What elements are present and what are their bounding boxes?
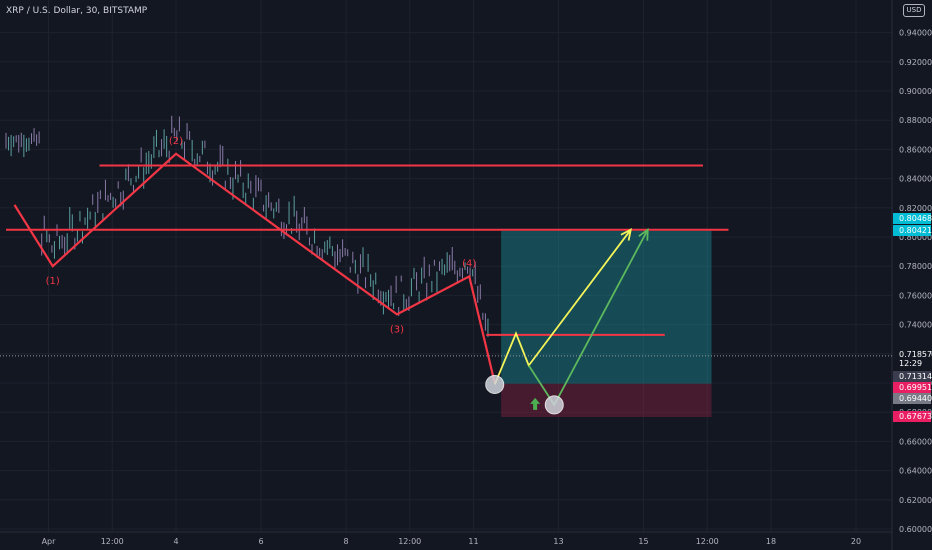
price-tag-bg <box>893 225 931 236</box>
price-tag: 0.69440 <box>899 394 932 403</box>
y-tick-label: 0.62000 <box>899 496 932 505</box>
price-tag-bg <box>893 411 931 422</box>
y-tick-label: 0.80000 <box>899 233 932 242</box>
x-tick-label: Apr <box>42 537 57 546</box>
chart-title: XRP / U.S. Dollar, 30, BITSTAMP <box>6 6 148 16</box>
y-tick-label: 0.92000 <box>899 58 932 67</box>
x-tick-label: 6 <box>258 537 263 546</box>
elliott-wave-path <box>13 152 496 384</box>
x-tick-label: 4 <box>173 537 178 546</box>
price-tag: 0.80421 <box>899 226 932 235</box>
y-tick-label: 0.60000 <box>899 525 932 534</box>
wave-label: (4) <box>462 258 476 269</box>
y-tick-label: 0.86000 <box>899 145 932 154</box>
y-tick-label: 0.84000 <box>899 175 932 184</box>
y-tick-label: 0.74000 <box>899 321 932 330</box>
price-tag-bg <box>893 382 931 393</box>
price-tag: 0.80468 <box>899 214 932 223</box>
x-tick-label: 8 <box>343 537 348 546</box>
price-tag-bg <box>893 393 931 404</box>
x-tick-label: 13 <box>553 537 563 546</box>
currency-badge[interactable]: USD <box>903 4 925 17</box>
price-tag-bg <box>893 358 931 369</box>
low-marker-circle <box>485 374 505 394</box>
wave-label: (3) <box>390 324 404 335</box>
price-tag: 0.71314 <box>899 372 932 381</box>
x-tick-label: 18 <box>766 537 776 546</box>
wave-label: (1) <box>46 276 60 287</box>
low-marker-circle <box>544 395 564 415</box>
x-tick-label: 12:00 <box>101 537 124 546</box>
y-tick-label: 0.88000 <box>899 116 932 125</box>
loss-zone <box>501 383 712 417</box>
price-tag: 0.69951 <box>899 383 932 392</box>
y-tick-label: 0.90000 <box>899 87 932 96</box>
y-tick-label: 0.82000 <box>899 204 932 213</box>
price-tag-bg <box>893 213 931 224</box>
x-tick-label: 12:00 <box>398 537 421 546</box>
x-tick-label: 20 <box>851 537 861 546</box>
y-tick-label: 0.76000 <box>899 291 932 300</box>
price-tag: 0.67673 <box>899 412 932 421</box>
up-arrow-icon <box>530 397 541 410</box>
price-tag-bg <box>893 371 931 382</box>
x-tick-label: 11 <box>468 537 478 546</box>
price-tag-bg <box>893 349 931 360</box>
y-tick-label: 0.66000 <box>899 437 932 446</box>
price-tag: 0.71857 <box>899 350 932 359</box>
projection-arrow-yellow-head <box>620 228 632 241</box>
y-tick-label: 0.64000 <box>899 467 932 476</box>
wave-label: (2) <box>169 136 183 147</box>
y-tick-label: 0.94000 <box>899 29 932 38</box>
price-tag: 12:29 <box>899 359 922 368</box>
x-tick-label: 12:00 <box>696 537 719 546</box>
y-tick-label: 0.78000 <box>899 262 932 271</box>
projection-arrow-green-head <box>638 227 649 241</box>
x-tick-label: 15 <box>638 537 648 546</box>
projection-arrow-yellow <box>493 229 632 385</box>
